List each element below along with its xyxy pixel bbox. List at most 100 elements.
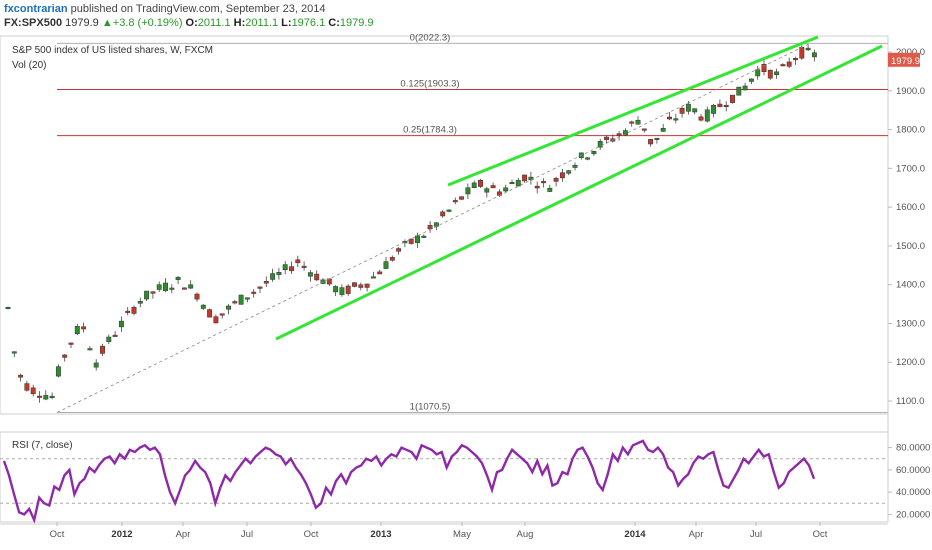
candle-body (433, 222, 439, 227)
fib-diagonal (56, 42, 811, 413)
low-value: 1976.1 (291, 17, 326, 29)
candle-body (295, 259, 301, 264)
main-pane-border (0, 35, 889, 415)
candle-body (194, 293, 200, 300)
ohlc-line: FX:SPX500 1979.9 ▲+3.8 (+0.19%) O:2011.1… (4, 17, 374, 29)
fib-label: 0.125(1903.3) (400, 78, 459, 89)
candle-body (786, 61, 792, 67)
candle-body (604, 136, 609, 140)
price-tick-label: 1400.0 (896, 280, 925, 291)
candle-body (692, 108, 698, 113)
candle-body (232, 301, 238, 304)
candle-body (93, 362, 99, 368)
volume-label: Vol (20) (12, 60, 46, 71)
price-tick-label: 1300.0 (896, 318, 925, 329)
candle-body (698, 116, 704, 121)
candle-body (55, 366, 61, 377)
time-tick-label: Jul (241, 529, 253, 540)
candle-body (144, 290, 150, 300)
candle-body (748, 78, 754, 82)
rsi-tick-label: 40.0000 (896, 487, 930, 498)
candle-body (188, 284, 194, 289)
candle-body (289, 266, 294, 272)
rsi-series (2, 439, 816, 524)
candle-body (339, 287, 345, 295)
candle-body (415, 235, 420, 243)
candle-body (572, 164, 578, 168)
close-label: C: (328, 17, 340, 29)
price-tick-label: 1700.0 (896, 163, 925, 174)
candle-body (364, 283, 370, 288)
candle-body (68, 342, 74, 345)
candle-body (471, 182, 477, 188)
candle-body (251, 291, 257, 294)
published-text: published on TradingView.com, September … (70, 3, 326, 15)
time-tick-label: Apr (689, 529, 704, 540)
author-link[interactable]: fxcontrarian (4, 3, 68, 15)
candle-body (427, 225, 433, 230)
candle-body (717, 103, 723, 108)
candle-body (402, 241, 408, 244)
symbol-label[interactable]: FX:SPX500 (4, 17, 63, 29)
high-label: H: (233, 17, 246, 29)
candle-body (181, 287, 187, 290)
candle-body (11, 351, 17, 354)
candle-body (270, 273, 276, 280)
candle-body (307, 272, 313, 277)
rsi-axis[interactable]: 80.0000 60.0000 40.0000 20.0000 (888, 443, 930, 521)
candle-body (5, 306, 11, 309)
candle-body (761, 63, 767, 72)
publish-line: fxcontrarian published on TradingView.co… (4, 3, 325, 15)
candle-body (156, 284, 162, 290)
candle-body (484, 188, 490, 193)
candle-body (213, 316, 219, 324)
time-tick-label: 2014 (624, 529, 646, 540)
fib-label: 1(1070.5) (410, 401, 451, 412)
candle-body (490, 185, 496, 189)
candle-body (559, 172, 565, 179)
price-tick-label: 1500.0 (896, 241, 925, 252)
rsi-line (2, 439, 816, 524)
candle-body (515, 180, 521, 187)
candle-body (106, 336, 112, 342)
candle-body (383, 261, 389, 269)
time-axis[interactable]: Oct 2012 Apr Jul Oct 2013 May Aug 2014 Apr Jul Oct (50, 522, 828, 540)
last-price: 1979.9 (65, 17, 99, 29)
open-label: O: (185, 17, 198, 29)
candle-body (635, 119, 641, 125)
candle-body (667, 116, 672, 120)
candle-body (396, 248, 402, 252)
rsi-tick-label: 60.0000 (896, 465, 930, 476)
chart-header: fxcontrarian published on TradingView.co… (0, 0, 932, 30)
time-tick-label: Aug (517, 529, 534, 540)
fib-levels: 0(2022.3) 0.125(1903.3) 0.25(1784.3) 1(1070… (57, 32, 888, 413)
candle-body (421, 235, 427, 238)
candle-body (509, 182, 515, 185)
price-tick-label: 1100.0 (896, 396, 924, 407)
candle-body (541, 181, 546, 184)
candle-body (333, 286, 339, 293)
candle-body (200, 304, 206, 309)
candle-body (723, 105, 729, 108)
candle-body (585, 157, 591, 160)
candle-body (150, 291, 156, 294)
time-tick-label: 2013 (370, 529, 391, 540)
candle-body (465, 187, 471, 195)
open-value: 2011.1 (197, 17, 231, 29)
candle-body (793, 58, 798, 61)
candle-body (654, 137, 660, 140)
candle-body (62, 354, 68, 358)
candle-body (553, 178, 559, 182)
candle-body (370, 276, 376, 279)
candle-body (641, 128, 647, 131)
price-axis[interactable]: 2000.0 1900.0 1800.0 1700.0 1600.0 1500.0 1400… (888, 47, 925, 407)
candle-body (648, 139, 654, 145)
candle-body (767, 69, 773, 79)
trend-channels[interactable] (275, 35, 883, 341)
price-tick-label: 1800.0 (896, 125, 925, 136)
candle-body (100, 345, 105, 354)
candle-body (125, 310, 131, 313)
candle-body (547, 187, 553, 192)
candle-body (131, 307, 137, 314)
